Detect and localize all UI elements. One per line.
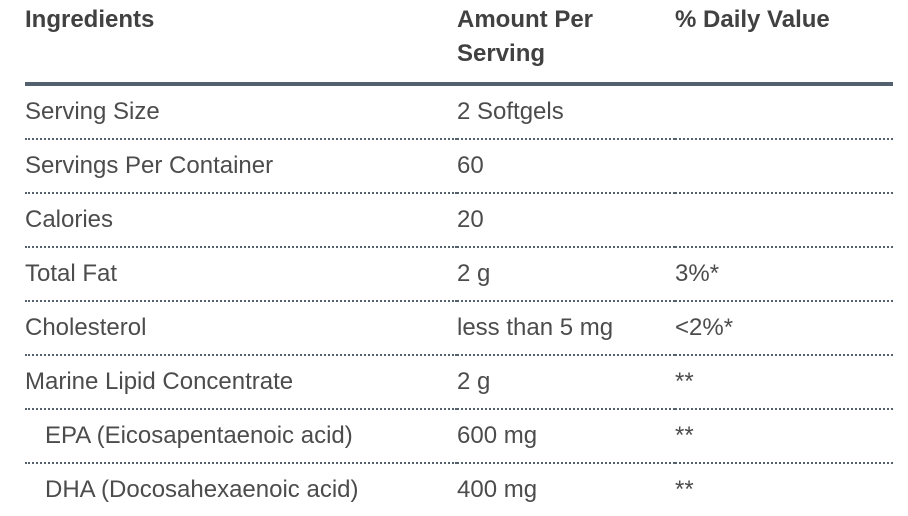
column-header-daily-value: % Daily Value <box>675 0 893 86</box>
column-header-ingredients: Ingredients <box>25 0 457 86</box>
table-row-sub-ingredient: EPA (Eicosapentaenoic acid) 600 mg ** <box>25 409 893 464</box>
table-row: Calories 20 <box>25 193 893 248</box>
table-row: Marine Lipid Concentrate 2 g ** <box>25 355 893 410</box>
daily-value-cell: <2%* <box>675 301 893 356</box>
amount-cell: 600 mg <box>457 409 675 464</box>
daily-value-cell: 3%* <box>675 247 893 302</box>
amount-cell: 60 <box>457 139 675 194</box>
amount-cell: 2 g <box>457 355 675 410</box>
ingredient-cell: Calories <box>25 193 457 248</box>
daily-value-cell: ** <box>675 476 694 503</box>
daily-value-cell <box>675 84 893 140</box>
ingredient-cell: Marine Lipid Concentrate <box>25 355 457 410</box>
ingredient-cell: DHA (Docosahexaenoic acid) <box>45 476 359 503</box>
column-header-amount-per-serving: Amount Per Serving <box>457 0 675 86</box>
table-row: Cholesterol less than 5 mg <2%* <box>25 301 893 356</box>
amount-cell: 2 g <box>457 247 675 302</box>
ingredient-cell: Servings Per Container <box>25 139 457 194</box>
ingredient-cell: Serving Size <box>25 84 457 140</box>
amount-cell: less than 5 mg <box>457 301 675 356</box>
amount-cell: 2 Softgels <box>457 84 675 140</box>
daily-value-cell <box>675 139 893 194</box>
table-row: Total Fat 2 g 3%* <box>25 247 893 302</box>
ingredient-cell: Total Fat <box>25 247 457 302</box>
supplement-facts-table: Ingredients Amount Per Serving % Daily V… <box>25 0 893 516</box>
daily-value-cell: ** <box>675 409 893 464</box>
table-row-sub-ingredient: DHA (Docosahexaenoic acid) 400 mg ** <box>25 463 893 516</box>
daily-value-cell <box>675 193 893 248</box>
table-row: Servings Per Container 60 <box>25 139 893 194</box>
daily-value-cell: ** <box>675 355 893 410</box>
table-row: Serving Size 2 Softgels <box>25 84 893 140</box>
amount-cell: 400 mg <box>457 476 538 503</box>
ingredient-cell: Cholesterol <box>25 301 457 356</box>
ingredient-cell: EPA (Eicosapentaenoic acid) <box>25 409 457 464</box>
table-header-row: Ingredients Amount Per Serving % Daily V… <box>25 0 893 86</box>
amount-cell: 20 <box>457 193 675 248</box>
